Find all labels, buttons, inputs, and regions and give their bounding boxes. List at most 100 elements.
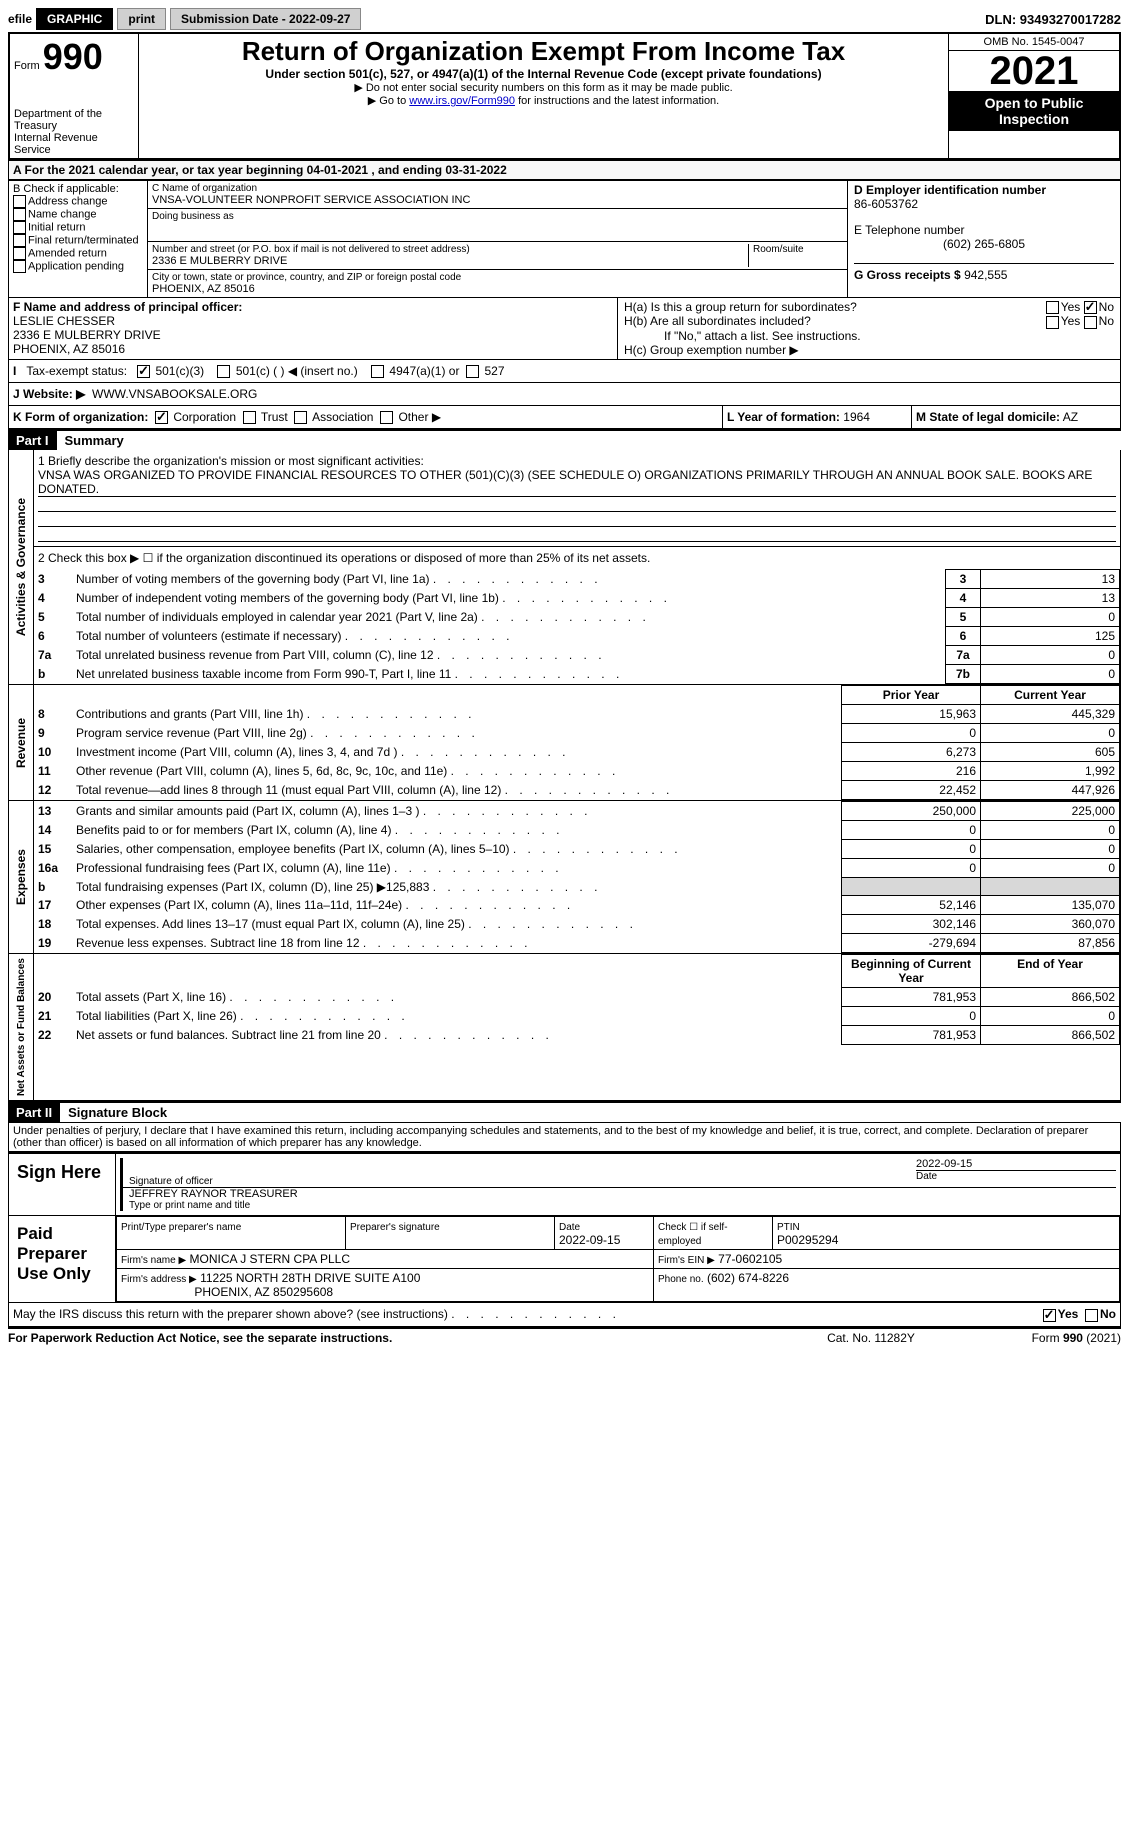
cb-ha-no[interactable] — [1084, 301, 1097, 314]
cb-initial[interactable] — [13, 221, 26, 234]
firm-name: MONICA J STERN CPA PLLC — [190, 1252, 350, 1266]
table-row: 3 Number of voting members of the govern… — [34, 570, 1120, 589]
table-row: 14 Benefits paid to or for members (Part… — [34, 821, 1120, 840]
cb-addr-change[interactable] — [13, 195, 26, 208]
website-value: WWW.VNSABOOKSALE.ORG — [92, 387, 257, 401]
part1-header-row: Part I Summary — [8, 429, 1121, 450]
sig-date: 2022-09-15 — [916, 1158, 1116, 1170]
sign-here-row: Sign Here Signature of officer 2022-09-1… — [8, 1152, 1121, 1216]
officer-sig-name: JEFFREY RAYNOR TREASURER — [129, 1188, 1116, 1200]
dln: DLN: 93493270017282 — [985, 12, 1121, 27]
table-row: 9 Program service revenue (Part VIII, li… — [34, 724, 1120, 743]
cb-527[interactable] — [466, 365, 479, 378]
note2-suffix: for instructions and the latest informat… — [515, 95, 719, 107]
prep-sig-label: Preparer's signature — [350, 1222, 440, 1233]
expenses-table: 13 Grants and similar amounts paid (Part… — [34, 801, 1120, 953]
expenses-section: Expenses 13 Grants and similar amounts p… — [8, 801, 1121, 954]
cb-final[interactable] — [13, 234, 26, 247]
gross-value: 942,555 — [964, 268, 1007, 282]
mission-text: VNSA WAS ORGANIZED TO PROVIDE FINANCIAL … — [38, 468, 1116, 497]
j-label: J Website: ▶ — [13, 387, 85, 401]
form-id-block: Form 990 Department of the Treasury Inte… — [10, 34, 139, 158]
table-row: 4 Number of independent voting members o… — [34, 589, 1120, 608]
name-change-label: Name change — [28, 208, 97, 220]
dept-label: Department of the Treasury — [14, 108, 134, 132]
org-name: VNSA-VOLUNTEER NONPROFIT SERVICE ASSOCIA… — [152, 194, 843, 206]
tax-year-range: A For the 2021 calendar year, or tax yea… — [13, 163, 507, 177]
cb-ha-yes[interactable] — [1046, 301, 1059, 314]
cb-hb-no[interactable] — [1084, 316, 1097, 329]
table-row: 18 Total expenses. Add lines 13–17 (must… — [34, 915, 1120, 934]
col-f: F Name and address of principal officer:… — [9, 298, 618, 359]
footer: For Paperwork Reduction Act Notice, see … — [8, 1327, 1121, 1345]
hb-label: H(b) Are all subordinates included? — [624, 314, 1046, 328]
perjury-text: Under penalties of perjury, I declare th… — [8, 1122, 1121, 1152]
cb-4947[interactable] — [371, 365, 384, 378]
cb-assoc[interactable] — [294, 411, 307, 424]
cb-501c3[interactable] — [137, 365, 150, 378]
initial-label: Initial return — [28, 221, 85, 233]
graphic-btn[interactable]: GRAPHIC — [36, 8, 113, 30]
tax-exempt-label: Tax-exempt status: — [26, 364, 127, 378]
discuss-row: May the IRS discuss this return with the… — [8, 1303, 1121, 1326]
netassets-table: Beginning of Current YearEnd of Year20 T… — [34, 954, 1120, 1045]
col-b: B Check if applicable: Address change Na… — [9, 181, 148, 297]
table-row: 16a Professional fundraising fees (Part … — [34, 859, 1120, 878]
table-row: 11 Other revenue (Part VIII, column (A),… — [34, 762, 1120, 781]
phone-label: E Telephone number — [854, 223, 1114, 237]
klm-row: K Form of organization: Corporation Trus… — [8, 406, 1121, 429]
officer-name: LESLIE CHESSER — [13, 314, 613, 328]
city-value: PHOENIX, AZ 85016 — [152, 283, 843, 295]
side-expenses: Expenses — [12, 845, 30, 909]
cb-app-pending[interactable] — [13, 260, 26, 273]
table-row: 13 Grants and similar amounts paid (Part… — [34, 802, 1120, 821]
app-pending-label: Application pending — [28, 260, 124, 272]
part2-header: Part II — [8, 1103, 60, 1122]
cb-hb-yes[interactable] — [1046, 316, 1059, 329]
table-row: 8 Contributions and grants (Part VIII, l… — [34, 705, 1120, 724]
c-name-label: C Name of organization — [152, 183, 843, 194]
form-title: Return of Organization Exempt From Incom… — [143, 36, 944, 67]
officer-addr2: PHOENIX, AZ 85016 — [13, 342, 613, 356]
cb-trust[interactable] — [243, 411, 256, 424]
yes-label: Yes — [1061, 300, 1081, 314]
f-label: F Name and address of principal officer: — [13, 300, 242, 314]
table-row: 22 Net assets or fund balances. Subtract… — [34, 1026, 1120, 1045]
footer-mid: Cat. No. 11282Y — [771, 1331, 971, 1345]
city-label: City or town, state or province, country… — [152, 272, 843, 283]
b-label: B Check if applicable: — [13, 183, 143, 195]
cb-corp[interactable] — [155, 411, 168, 424]
table-row: 7a Total unrelated business revenue from… — [34, 646, 1120, 665]
discuss-no: No — [1100, 1307, 1116, 1321]
addr-label: Number and street (or P.O. box if mail i… — [152, 244, 748, 255]
firm-phone: (602) 674-8226 — [707, 1271, 789, 1285]
cb-other[interactable] — [380, 411, 393, 424]
firm-name-label: Firm's name ▶ — [121, 1255, 186, 1266]
cb-amended[interactable] — [13, 247, 26, 260]
cb-name-change[interactable] — [13, 208, 26, 221]
year-block: OMB No. 1545-0047 2021 Open to Public In… — [948, 34, 1119, 158]
row-i: I Tax-exempt status: 501(c)(3) 501(c) ( … — [8, 360, 1121, 383]
table-row: 5 Total number of individuals employed i… — [34, 608, 1120, 627]
col-d: D Employer identification number 86-6053… — [848, 181, 1120, 297]
ein-label: D Employer identification number — [854, 183, 1046, 197]
side-netassets: Net Assets or Fund Balances — [14, 954, 29, 1100]
irs-link[interactable]: www.irs.gov/Form990 — [409, 95, 515, 107]
part2-header-row: Part II Signature Block — [8, 1101, 1121, 1122]
table-row: 21 Total liabilities (Part X, line 26) 0… — [34, 1007, 1120, 1026]
form-note2: ▶ Go to www.irs.gov/Form990 for instruct… — [143, 94, 944, 107]
type-name-label: Type or print name and title — [129, 1200, 1116, 1211]
l-label: L Year of formation: — [727, 410, 840, 424]
cb-discuss-no[interactable] — [1085, 1309, 1098, 1322]
cb-discuss-yes[interactable] — [1043, 1309, 1056, 1322]
form-label: Form — [14, 60, 40, 72]
officer-addr1: 2336 E MULBERRY DRIVE — [13, 328, 613, 342]
form-subtitle: Under section 501(c), 527, or 4947(a)(1)… — [143, 67, 944, 81]
final-label: Final return/terminated — [28, 234, 139, 246]
print-btn[interactable]: print — [117, 8, 166, 30]
table-row: 20 Total assets (Part X, line 16) 781,95… — [34, 988, 1120, 1007]
no-label: No — [1099, 300, 1114, 314]
revenue-table: Prior YearCurrent Year8 Contributions an… — [34, 685, 1120, 800]
cb-501c[interactable] — [217, 365, 230, 378]
table-row: 19 Revenue less expenses. Subtract line … — [34, 934, 1120, 953]
